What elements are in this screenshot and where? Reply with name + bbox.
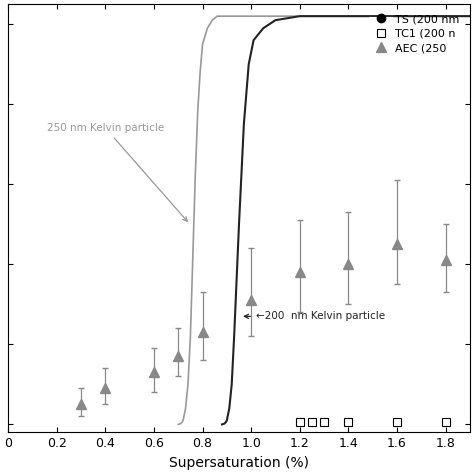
Text: ←200  nm Kelvin particle: ←200 nm Kelvin particle [245, 311, 385, 321]
Legend: TS (200 nm, TC1 (200 n, AEC (250: TS (200 nm, TC1 (200 n, AEC (250 [365, 10, 464, 57]
X-axis label: Supersaturation (%): Supersaturation (%) [169, 456, 309, 470]
Text: 250 nm Kelvin particle: 250 nm Kelvin particle [47, 123, 187, 221]
